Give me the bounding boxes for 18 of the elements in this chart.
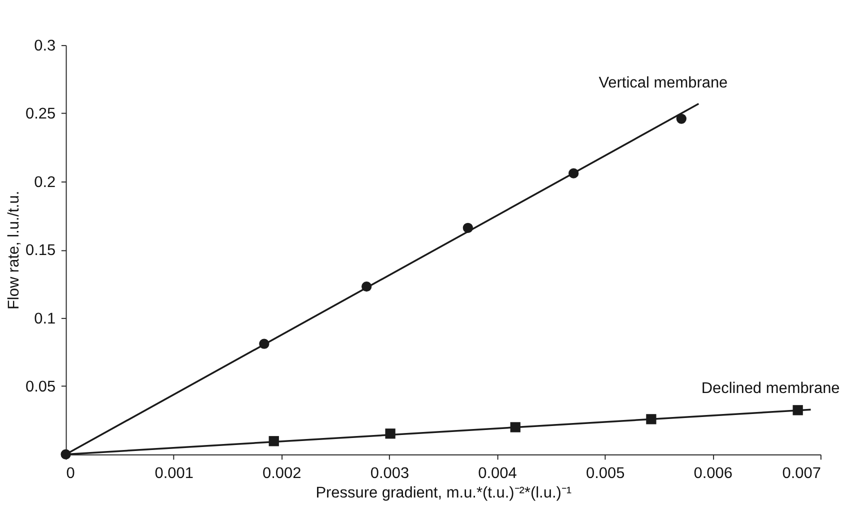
x-tick-label: 0.001 [154,465,194,482]
x-axis-title: Pressure gradient, m.u.*(t.u.)⁻²*(l.u.)⁻¹ [316,484,572,502]
text: Vertical membrane [598,74,728,92]
x-tick-label: 0.004 [478,465,518,482]
y-tick-label: 0.2 [34,174,56,191]
series-label: Declined membrane [701,380,840,398]
y-tick-label: 0.3 [34,37,56,54]
y-tick-label: 0.15 [26,242,56,260]
x-tick-label: 0.006 [694,465,732,482]
x-tick-label: 0 [66,465,75,482]
y-tick-label: 0.05 [26,378,56,396]
x-tick-label: 0.003 [370,465,410,482]
x-tick-label: 0.002 [262,465,302,482]
y-axis-title: Flow rate, l.u./t.u. [6,190,23,310]
x-tick-label: 0.007 [782,465,821,482]
x-tick-label: 0.005 [586,465,625,482]
y-tick-label: 0.1 [34,310,56,328]
y-tick-label: 0.25 [26,106,56,123]
